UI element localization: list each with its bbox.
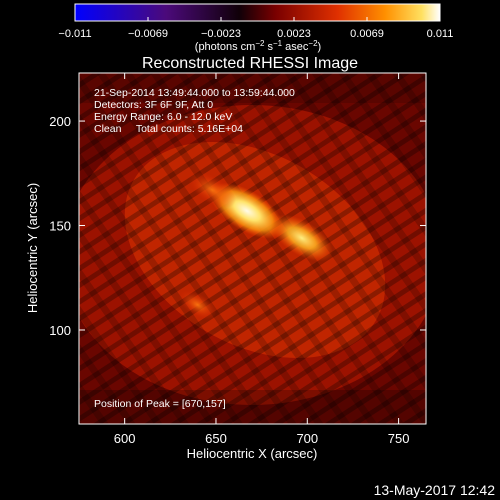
footer-timestamp: 13-May-2017 12:42 — [374, 482, 496, 498]
x-tick-label: 750 — [388, 431, 410, 446]
colorbar-tick-label: −0.011 — [58, 28, 91, 40]
chart-title: Reconstructed RHESSI Image — [142, 55, 358, 72]
colorbar — [74, 3, 441, 22]
colorbar-units: (photons cm−2 s−1 asec−2) — [195, 39, 321, 53]
x-tick-label: 600 — [114, 431, 136, 446]
info-detectors: Detectors: 3F 6F 9F, Att 0 — [94, 99, 213, 111]
peak-position: Position of Peak = [670,157] — [94, 398, 226, 410]
plot-frame — [78, 72, 427, 425]
x-tick-label: 650 — [205, 431, 227, 446]
y-axis-ticks: 100 150 200 — [49, 114, 426, 338]
emission-source — [270, 214, 333, 262]
emission-source — [178, 290, 217, 320]
colorbar-tick-label: 0.0023 — [277, 28, 311, 40]
colorbar-ticks — [74, 17, 441, 21]
x-axis-title: Heliocentric X (arcsec) — [187, 446, 318, 461]
info-time-range: 21-Sep-2014 13:49:44.000 to 13:59:44.000 — [94, 87, 295, 99]
x-axis-ticks: 600 650 700 750 — [114, 73, 410, 446]
colorbar-tick-label: −0.0023 — [201, 28, 241, 40]
colorbar-tick-label: 0.011 — [427, 28, 454, 40]
y-tick-label: 200 — [49, 114, 71, 129]
y-tick-label: 100 — [49, 323, 71, 338]
colorbar-tick-label: 0.0069 — [350, 28, 384, 40]
info-total-counts: Clean Total counts: 5.16E+04 — [94, 123, 243, 135]
emission-source — [188, 171, 236, 209]
info-energy-range: Energy Range: 6.0 - 12.0 keV — [94, 111, 232, 123]
colorbar-tick-label: −0.0069 — [128, 28, 168, 40]
heatmap-image — [79, 73, 426, 424]
y-axis-title: Heliocentric Y (arcsec) — [25, 183, 40, 313]
y-tick-label: 150 — [49, 219, 71, 234]
x-tick-label: 700 — [296, 431, 318, 446]
